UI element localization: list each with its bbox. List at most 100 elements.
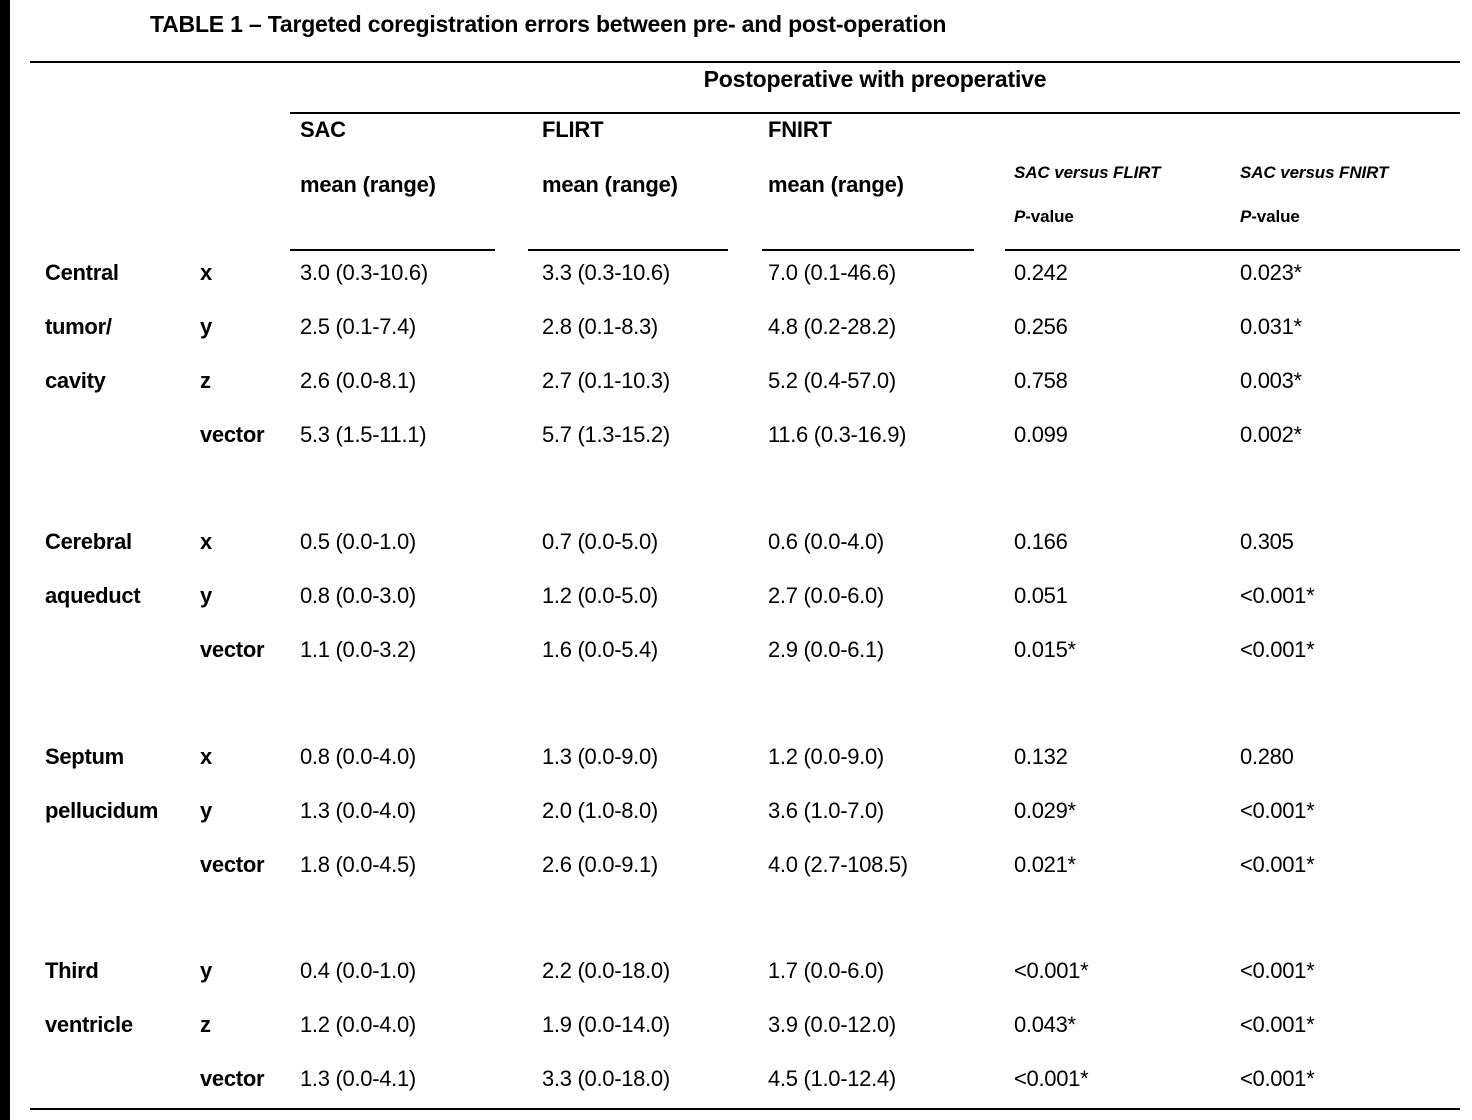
axis-cell: vector	[200, 852, 265, 877]
region-cell: Third	[45, 958, 99, 983]
p-fnirt-cell: <0.001*	[1240, 798, 1315, 823]
axis-cell: y	[200, 958, 212, 983]
p-fnirt-cell: <0.001*	[1240, 637, 1315, 662]
region-cell: pellucidum	[45, 798, 159, 823]
fnirt-cell: 2.7 (0.0-6.0)	[768, 583, 884, 608]
p-fnirt-cell: <0.001*	[1240, 1012, 1315, 1037]
p-flirt-cell: 0.166	[1014, 529, 1068, 554]
fnirt-cell: 5.2 (0.4-57.0)	[768, 368, 896, 393]
group-third-ventricle: Third y 0.4 (0.0-1.0) 2.2 (0.0-18.0) 1.7…	[45, 944, 1460, 1106]
flirt-cell: 1.2 (0.0-5.0)	[542, 583, 658, 608]
p-fnirt-cell: 0.023*	[1240, 260, 1302, 285]
table-row: Central x 3.0 (0.3-10.6) 3.3 (0.3-10.6) …	[45, 246, 1460, 300]
fnirt-cell: 3.6 (1.0-7.0)	[768, 798, 884, 823]
axis-cell: vector	[200, 1066, 265, 1091]
sac-cell: 2.6 (0.0-8.1)	[300, 368, 416, 393]
fnirt-cell: 0.6 (0.0-4.0)	[768, 529, 884, 554]
table-title: TABLE 1 – Targeted coregistration errors…	[150, 11, 947, 37]
flirt-cell: 2.0 (1.0-8.0)	[542, 798, 658, 823]
region-cell: cavity	[45, 368, 106, 393]
region-cell: Cerebral	[45, 529, 132, 554]
table-row: Third y 0.4 (0.0-1.0) 2.2 (0.0-18.0) 1.7…	[45, 944, 1460, 998]
axis-cell: vector	[200, 637, 265, 662]
table-row: pellucidum y 1.3 (0.0-4.0) 2.0 (1.0-8.0)…	[45, 784, 1460, 838]
axis-cell: z	[200, 368, 211, 393]
p-flirt-cell: 0.015*	[1014, 637, 1076, 662]
flirt-cell: 1.9 (0.0-14.0)	[542, 1012, 670, 1037]
sac-cell: 2.5 (0.1-7.4)	[300, 314, 416, 339]
flirt-column-rule	[528, 249, 728, 251]
flirt-cell: 2.8 (0.1-8.3)	[542, 314, 658, 339]
p-fnirt-cell: <0.001*	[1240, 852, 1315, 877]
fnirt-cell: 4.8 (0.2-28.2)	[768, 314, 896, 339]
span-header-rule	[290, 112, 1460, 114]
table-row: vector 1.1 (0.0-3.2) 1.6 (0.0-5.4) 2.9 (…	[45, 623, 1460, 677]
flirt-cell: 0.7 (0.0-5.0)	[542, 529, 658, 554]
fnirt-cell: 2.9 (0.0-6.1)	[768, 637, 884, 662]
axis-cell: x	[200, 744, 212, 769]
sac-cell: 1.3 (0.0-4.0)	[300, 798, 416, 823]
region-cell: ventricle	[45, 1012, 133, 1037]
sac-cell: 1.1 (0.0-3.2)	[300, 637, 416, 662]
axis-cell: y	[200, 583, 212, 608]
p-flirt-cell: 0.256	[1014, 314, 1068, 339]
group-cerebral-aqueduct: Cerebral x 0.5 (0.0-1.0) 0.7 (0.0-5.0) 0…	[45, 515, 1460, 677]
p-fnirt-cell: <0.001*	[1240, 583, 1315, 608]
p-fnirt-cell: 0.003*	[1240, 368, 1302, 393]
table-row: Cerebral x 0.5 (0.0-1.0) 0.7 (0.0-5.0) 0…	[45, 515, 1460, 569]
table-row: aqueduct y 0.8 (0.0-3.0) 1.2 (0.0-5.0) 2…	[45, 569, 1460, 623]
p-flirt-cell: <0.001*	[1014, 1066, 1089, 1091]
p-fnirt-cell: 0.280	[1240, 744, 1294, 769]
sac-cell: 0.8 (0.0-3.0)	[300, 583, 416, 608]
p-flirt-cell: 0.051	[1014, 583, 1068, 608]
table-row: Septum x 0.8 (0.0-4.0) 1.3 (0.0-9.0) 1.2…	[45, 730, 1460, 784]
table-row: vector 1.8 (0.0-4.5) 2.6 (0.0-9.1) 4.0 (…	[45, 838, 1460, 892]
axis-cell: x	[200, 529, 212, 554]
sac-cell: 0.4 (0.0-1.0)	[300, 958, 416, 983]
column-header-sac-vs-fnirt: SAC versus FNIRT	[1240, 163, 1389, 182]
sac-cell: 3.0 (0.3-10.6)	[300, 260, 428, 285]
axis-cell: vector	[200, 422, 265, 447]
p-flirt-cell: 0.021*	[1014, 852, 1076, 877]
column-header-sac: SAC	[300, 117, 346, 142]
table-row: vector 1.3 (0.0-4.1) 3.3 (0.0-18.0) 4.5 …	[45, 1052, 1460, 1106]
p-flirt-cell: 0.758	[1014, 368, 1068, 393]
fnirt-cell: 11.6 (0.3-16.9)	[768, 422, 907, 447]
subheader-flirt-mean-range: mean (range)	[542, 172, 678, 197]
p-flirt-cell: 0.043*	[1014, 1012, 1076, 1037]
table-row: cavity z 2.6 (0.0-8.1) 2.7 (0.1-10.3) 5.…	[45, 354, 1460, 408]
flirt-cell: 3.3 (0.0-18.0)	[542, 1066, 670, 1091]
table-row: tumor/ y 2.5 (0.1-7.4) 2.8 (0.1-8.3) 4.8…	[45, 300, 1460, 354]
region-cell: Central	[45, 260, 119, 285]
flirt-cell: 2.2 (0.0-18.0)	[542, 958, 670, 983]
column-header-sac-vs-flirt: SAC versus FLIRT	[1014, 163, 1161, 182]
table-row: ventricle z 1.2 (0.0-4.0) 1.9 (0.0-14.0)…	[45, 998, 1460, 1052]
axis-cell: x	[200, 260, 212, 285]
p-flirt-cell: 0.099	[1014, 422, 1068, 447]
subheader-pvalue-flirt: P-value	[1014, 207, 1074, 226]
p-fnirt-cell: <0.001*	[1240, 1066, 1315, 1091]
pvalue-columns-rule	[1005, 249, 1460, 251]
sac-cell: 0.8 (0.0-4.0)	[300, 744, 416, 769]
sac-cell: 0.5 (0.0-1.0)	[300, 529, 416, 554]
fnirt-cell: 4.5 (1.0-12.4)	[768, 1066, 896, 1091]
flirt-cell: 1.3 (0.0-9.0)	[542, 744, 658, 769]
flirt-cell: 2.6 (0.0-9.1)	[542, 852, 658, 877]
column-header-flirt: FLIRT	[542, 117, 604, 142]
span-header: Postoperative with preoperative	[703, 66, 1047, 92]
p-flirt-cell: 0.132	[1014, 744, 1068, 769]
group-septum-pellucidum: Septum x 0.8 (0.0-4.0) 1.3 (0.0-9.0) 1.2…	[45, 730, 1460, 892]
sac-cell: 1.2 (0.0-4.0)	[300, 1012, 416, 1037]
table-row: vector 5.3 (1.5-11.1) 5.7 (1.3-15.2) 11.…	[45, 408, 1460, 462]
sac-cell: 5.3 (1.5-11.1)	[300, 422, 427, 447]
axis-cell: y	[200, 314, 212, 339]
fnirt-cell: 1.7 (0.0-6.0)	[768, 958, 884, 983]
region-cell: tumor/	[45, 314, 112, 339]
group-central-tumor-cavity: Central x 3.0 (0.3-10.6) 3.3 (0.3-10.6) …	[45, 246, 1460, 462]
flirt-cell: 5.7 (1.3-15.2)	[542, 422, 670, 447]
fnirt-cell: 4.0 (2.7-108.5)	[768, 852, 908, 877]
top-rule	[30, 61, 1460, 63]
fnirt-cell: 7.0 (0.1-46.6)	[768, 260, 896, 285]
p-fnirt-cell: 0.305	[1240, 529, 1294, 554]
